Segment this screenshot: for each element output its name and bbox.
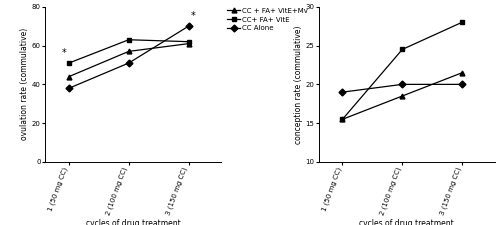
CC Alone <box>66 87 72 90</box>
Text: *: * <box>191 11 196 21</box>
X-axis label: cycles of drug treatment: cycles of drug treatment <box>86 219 180 225</box>
CC+ FA+ VitE <box>340 118 345 121</box>
CC + FA+ VitE+Mv <box>340 118 345 121</box>
CC + FA+ VitE+Mv <box>66 75 72 78</box>
Legend: CC + FA+ VitE+Mv, CC+ FA+ VitE, CC Alone: CC + FA+ VitE+Mv, CC+ FA+ VitE, CC Alone <box>226 7 308 32</box>
CC+ FA+ VitE <box>66 62 72 64</box>
Line: CC Alone: CC Alone <box>340 82 464 94</box>
Line: CC+ FA+ VitE: CC+ FA+ VitE <box>66 37 191 65</box>
CC Alone <box>340 91 345 94</box>
CC + FA+ VitE+Mv <box>400 95 406 97</box>
CC+ FA+ VitE <box>186 40 192 43</box>
CC + FA+ VitE+Mv <box>186 42 192 45</box>
Line: CC+ FA+ VitE: CC+ FA+ VitE <box>340 20 464 122</box>
Y-axis label: conception rate (commulative): conception rate (commulative) <box>294 25 302 144</box>
Line: CC + FA+ VitE+Mv: CC + FA+ VitE+Mv <box>340 70 464 122</box>
Text: *: * <box>62 48 66 58</box>
CC Alone <box>126 62 132 64</box>
CC+ FA+ VitE <box>400 48 406 51</box>
CC + FA+ VitE+Mv <box>126 50 132 53</box>
Line: CC + FA+ VitE+Mv: CC + FA+ VitE+Mv <box>66 41 191 79</box>
Y-axis label: ovulation rate (commulative): ovulation rate (commulative) <box>20 28 29 140</box>
CC + FA+ VitE+Mv <box>459 71 465 74</box>
CC Alone <box>186 25 192 27</box>
X-axis label: cycles of drug treatment: cycles of drug treatment <box>360 219 454 225</box>
CC+ FA+ VitE <box>459 21 465 24</box>
Line: CC Alone: CC Alone <box>66 24 191 91</box>
CC Alone <box>400 83 406 86</box>
CC+ FA+ VitE <box>126 38 132 41</box>
CC Alone <box>459 83 465 86</box>
